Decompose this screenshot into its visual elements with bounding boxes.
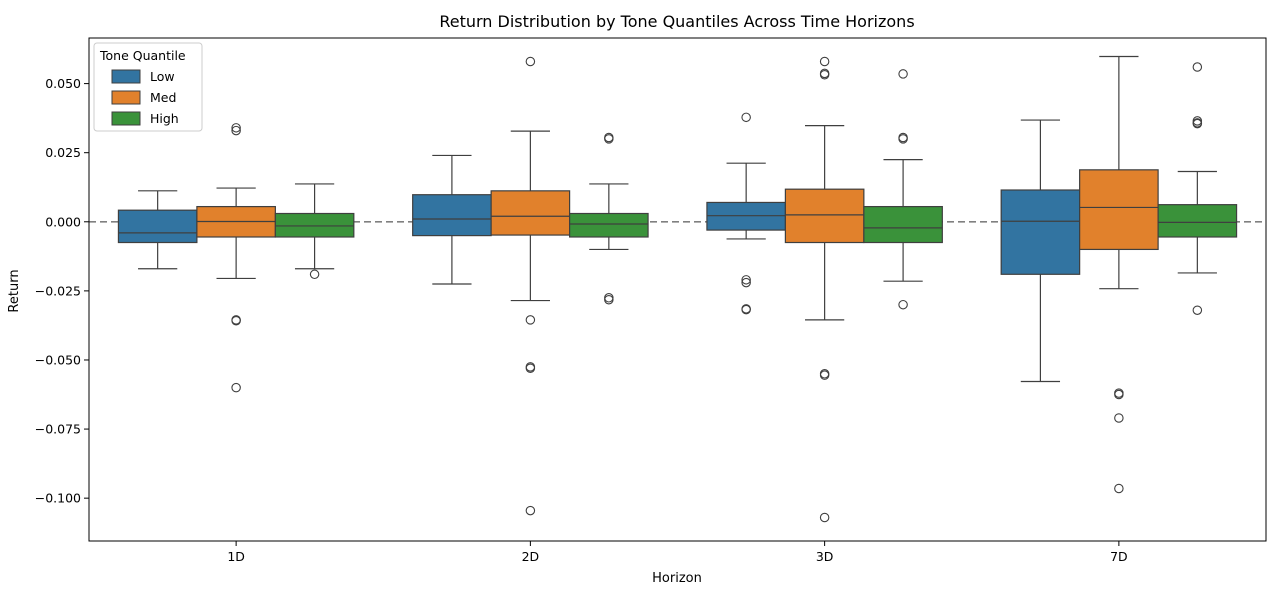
outlier-point [1114,413,1124,423]
box-iqr [863,205,943,244]
y-tick-label: −0.025 [35,283,81,298]
box-med-2d [490,56,571,516]
box-low-3d [706,112,786,315]
x-tick-label: 1D [227,549,245,564]
outlier-point [525,315,536,325]
box-med-1d [196,123,276,393]
box-med-3d [784,56,865,523]
legend-title: Tone Quantile [99,48,186,63]
outlier-point [741,277,751,288]
legend-label-med: Med [150,90,176,105]
y-tick-label: 0.050 [45,76,81,91]
box-iqr [490,190,571,236]
box-low-7d [1000,119,1081,383]
box-high-7d [1157,62,1238,315]
x-tick-label: 3D [816,549,834,564]
legend-label-high: High [150,111,179,126]
legend-swatch-low [111,69,141,84]
outlier-point [604,134,614,144]
y-axis-label: Return [7,269,22,312]
legend-label-low: Low [150,69,175,84]
y-tick-label: 0.000 [45,214,81,229]
x-tick-label: 2D [522,549,540,564]
box-low-2d [412,154,492,285]
outlier-point [1114,389,1124,400]
outlier-point [741,275,751,285]
outlier-point [819,70,830,80]
legend: Tone Quantile Low Med High [93,42,203,132]
outlier-point [819,512,830,523]
y-tick-label: −0.075 [35,422,81,437]
outlier-point [525,56,536,67]
outlier-point [231,315,241,326]
outlier-point [604,293,614,303]
box-med-7d [1079,55,1159,494]
x-tick-label: 7D [1110,549,1128,564]
outlier-point [819,370,830,380]
legend-box [93,42,203,132]
chart-title: Return Distribution by Tone Quantiles Ac… [439,12,914,31]
outlier-point [1114,483,1124,494]
outlier-point [1192,305,1203,315]
outlier-point [231,382,241,393]
box-high-2d [569,132,649,305]
x-axis-label: Horizon [652,571,702,586]
box-iqr [1000,189,1081,275]
outlier-point [819,56,830,67]
outlier-point [231,123,241,133]
outlier-point [898,299,908,310]
outlier-point [898,134,908,144]
y-tick-label: 0.025 [45,145,81,160]
box-iqr [784,188,865,244]
box-iqr [117,209,198,244]
box-iqr [1079,169,1159,251]
outlier-point [741,304,751,315]
box-iqr [1157,204,1238,238]
outlier-point [1192,118,1203,129]
outlier-point [741,112,751,123]
legend-swatch-high [111,111,141,126]
outlier-point [309,269,320,280]
outlier-point [1192,62,1203,72]
outlier-point [525,505,536,516]
axes-frame [88,37,1267,542]
legend-swatch-med [111,90,141,105]
box-iqr [569,212,649,238]
box-iqr [412,194,492,237]
y-tick-label: −0.050 [35,352,81,367]
outlier-point [604,294,614,305]
outlier-point [231,125,241,136]
outlier-point [525,363,536,374]
box-high-1d [274,183,355,280]
box-low-1d [117,190,198,270]
box-iqr [274,212,355,238]
box-high-3d [863,69,943,310]
y-tick-label: −0.100 [35,491,81,506]
outlier-point [898,69,908,79]
plot-area: 0.050 0.025 0.000 −0.025 −0.050 −0.075 −0.100 1… [35,37,1267,564]
